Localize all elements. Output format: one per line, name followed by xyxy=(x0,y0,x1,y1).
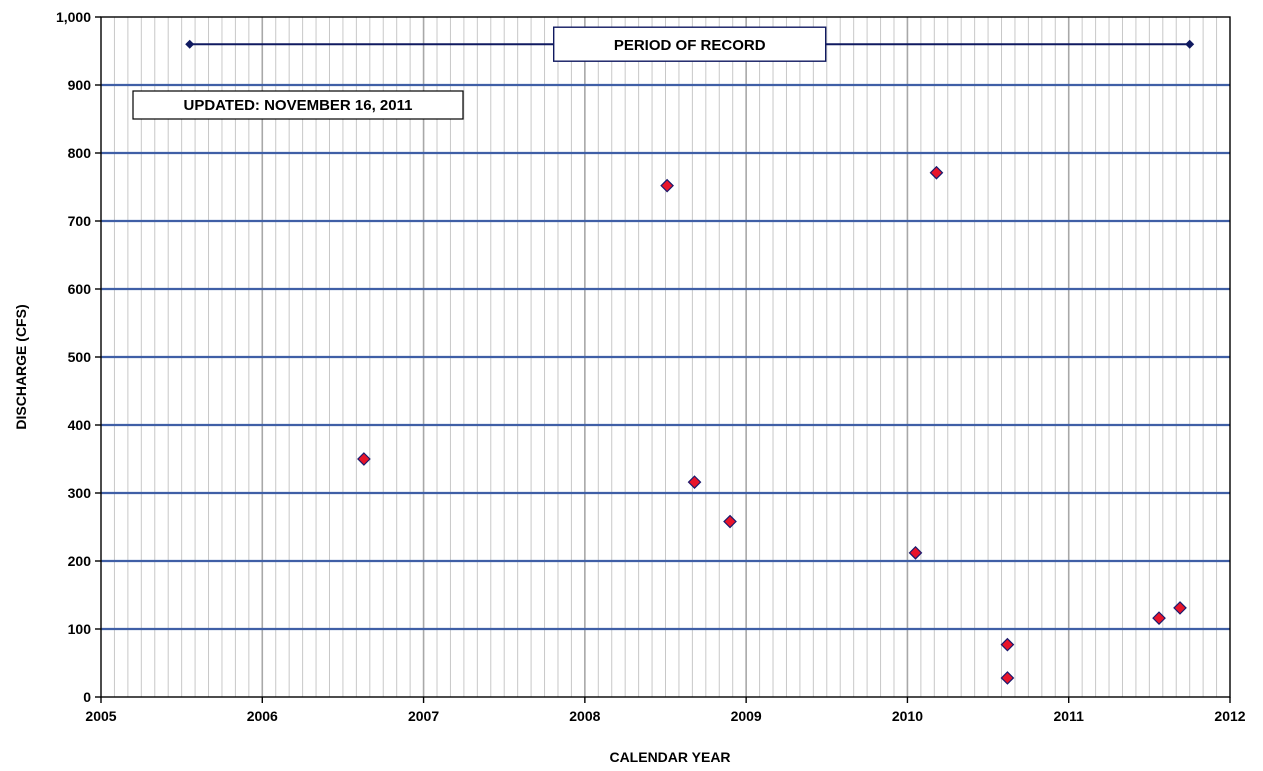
y-tick-label: 300 xyxy=(68,485,92,501)
x-tick-label: 2006 xyxy=(247,708,278,724)
y-tick-label: 500 xyxy=(68,349,92,365)
y-tick-label: 700 xyxy=(68,213,92,229)
y-tick-label: 200 xyxy=(68,553,92,569)
period-of-record-box xyxy=(552,26,827,62)
data-point xyxy=(929,165,944,180)
y-tick-label: 0 xyxy=(83,689,91,705)
y-tick-label: 100 xyxy=(68,621,92,637)
data-point xyxy=(660,178,674,193)
x-tick-label: 2005 xyxy=(85,708,116,724)
period-of-record: PERIOD OF RECORD xyxy=(185,26,1195,62)
updated-box xyxy=(132,90,464,120)
data-points xyxy=(357,165,1187,685)
y-axis-title: DISCHARGE (CFS) xyxy=(13,304,29,429)
y-tick-label: 1,000 xyxy=(56,9,91,25)
y-tick-labels: 0 100 200 300 400 500 600 700 800 900 1,000 xyxy=(56,9,91,705)
axes xyxy=(95,16,1231,703)
x-axis-title: CALENDAR YEAR xyxy=(609,749,730,765)
major-gridlines xyxy=(101,83,1230,631)
period-end-marker xyxy=(1185,39,1195,49)
data-point xyxy=(1000,637,1015,652)
updated-annotation: UPDATED: NOVEMBER 16, 2011 xyxy=(132,90,464,120)
data-point xyxy=(687,475,702,489)
y-tick-label: 800 xyxy=(68,145,92,161)
data-point xyxy=(1152,611,1166,625)
x-tick-label: 2008 xyxy=(569,708,600,724)
y-tick-label: 600 xyxy=(68,281,92,297)
x-tick-label: 2009 xyxy=(731,708,762,724)
period-start-marker xyxy=(185,39,195,49)
data-point xyxy=(723,514,737,529)
x-tick-labels: 2005 2006 2007 2008 2009 2010 2011 2012 xyxy=(85,708,1245,724)
y-tick-label: 400 xyxy=(68,417,92,433)
period-of-record-label: PERIOD OF RECORD xyxy=(614,37,766,54)
updated-text: UPDATED: NOVEMBER 16, 2011 xyxy=(184,97,413,114)
x-tick-label: 2010 xyxy=(892,708,923,724)
x-tick-label: 2007 xyxy=(408,708,439,724)
x-tick-label: 2012 xyxy=(1214,708,1245,724)
data-point xyxy=(908,545,923,560)
data-point xyxy=(1000,671,1015,685)
x-tick-label: 2011 xyxy=(1054,708,1085,724)
data-point xyxy=(1173,601,1187,615)
y-tick-label: 900 xyxy=(68,77,92,93)
data-point xyxy=(357,452,371,466)
